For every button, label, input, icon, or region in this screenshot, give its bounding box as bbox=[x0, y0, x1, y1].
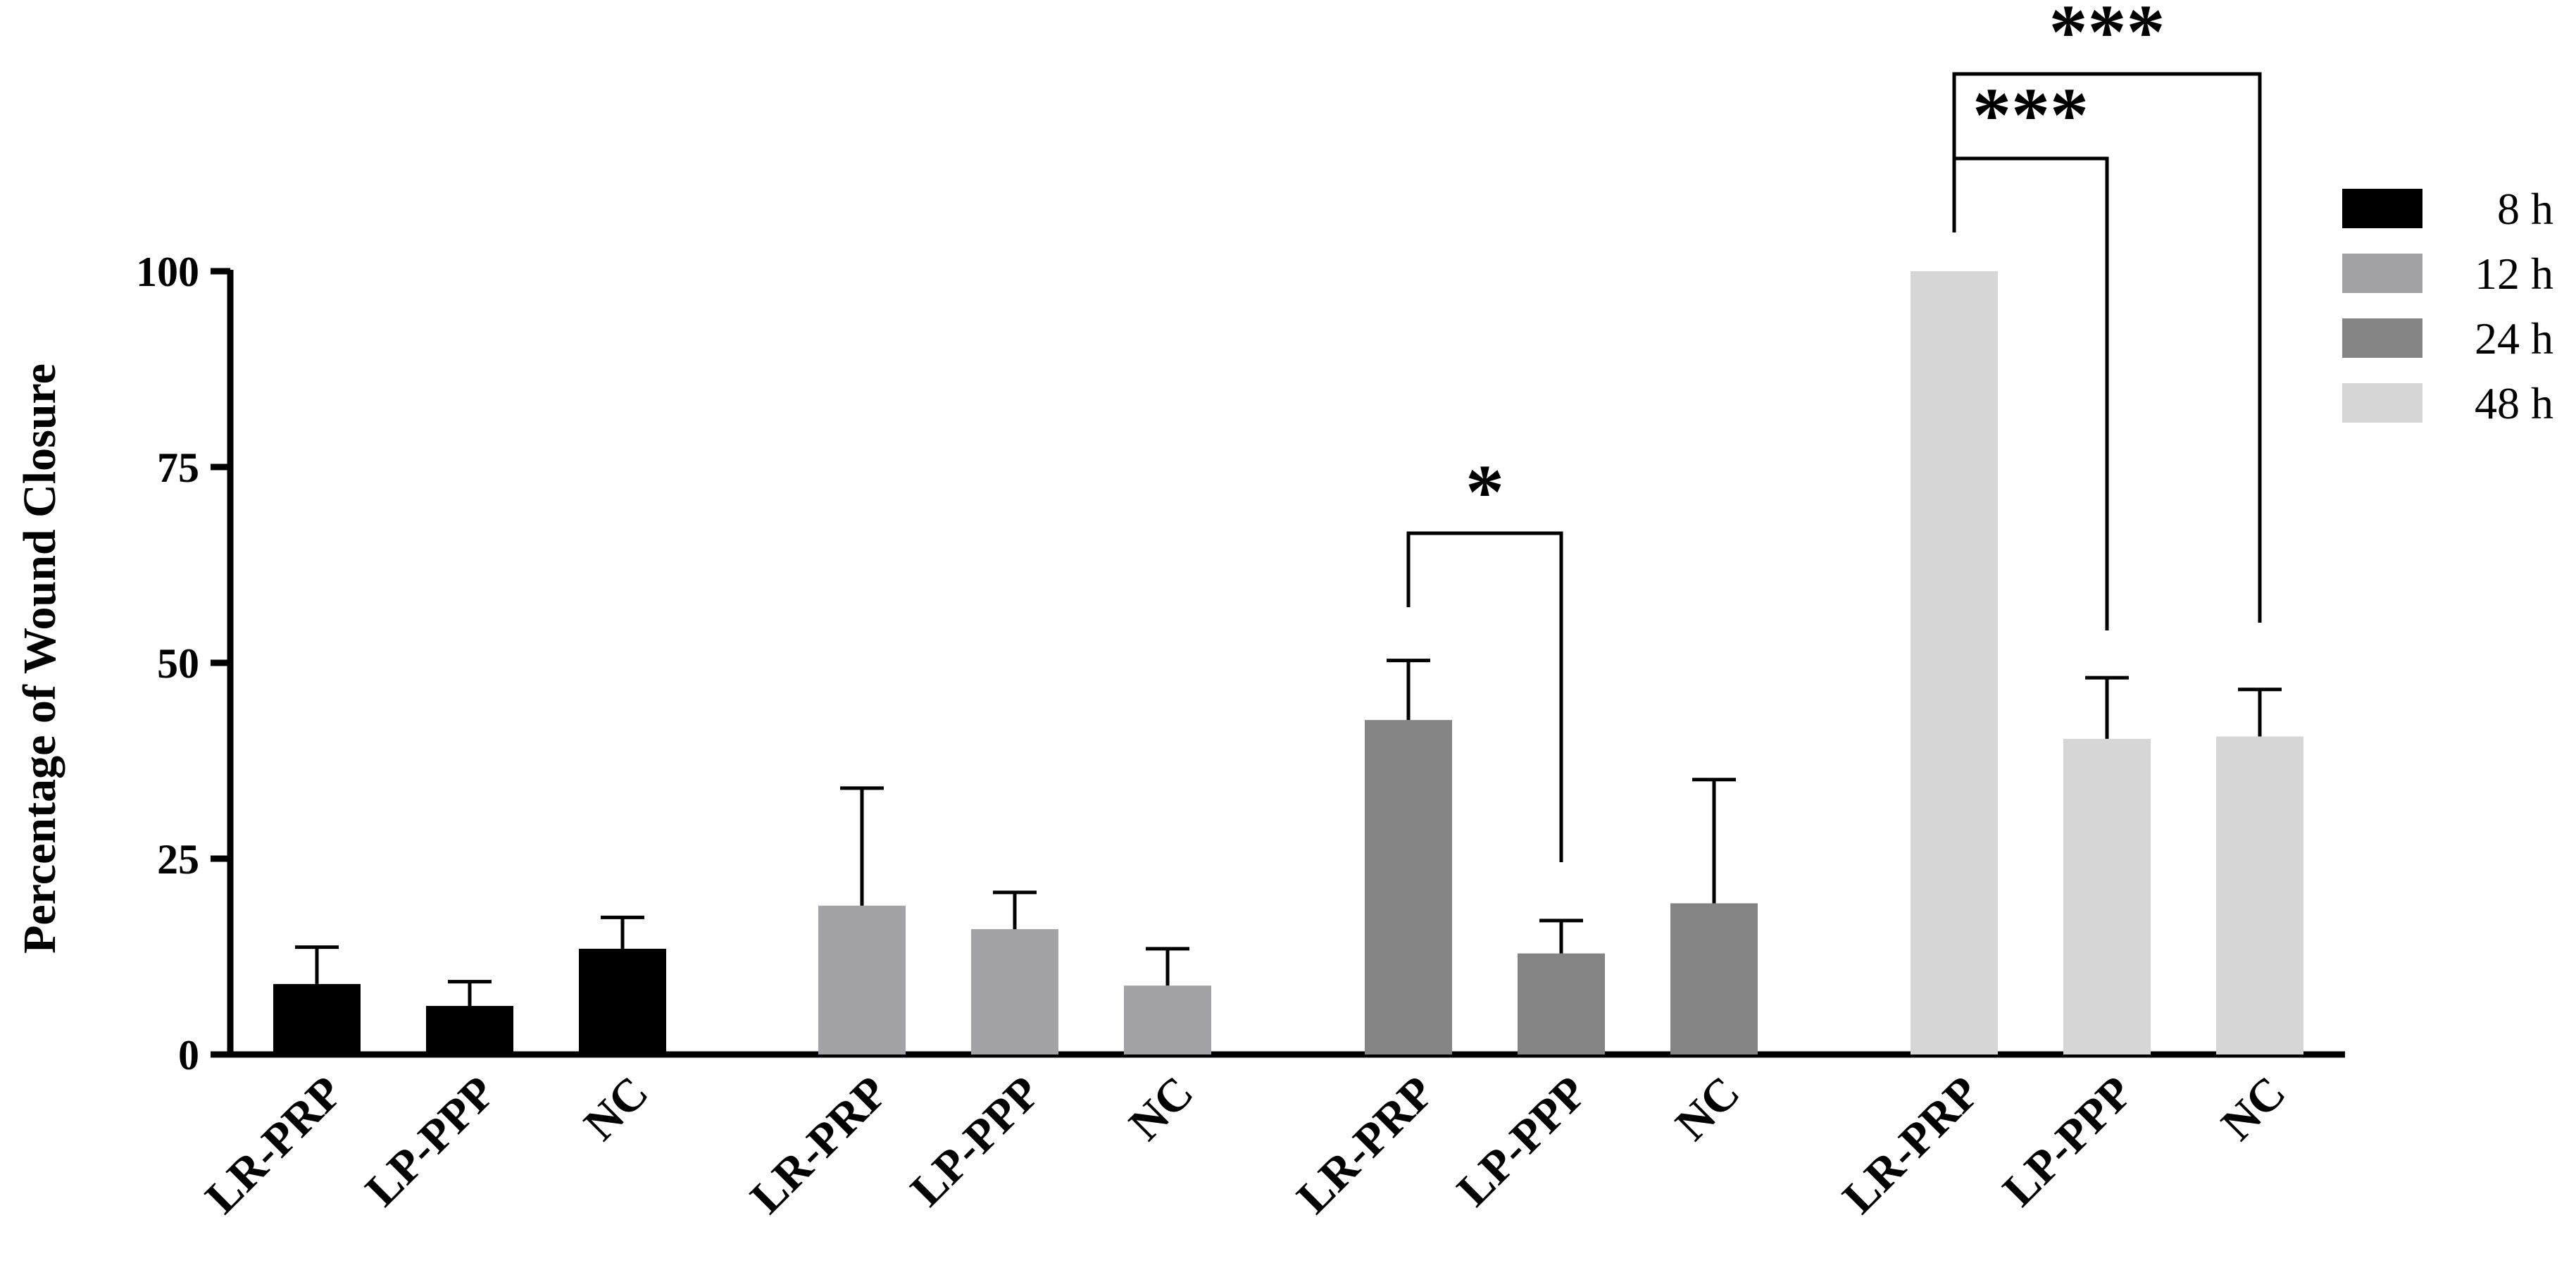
legend-label-12-h: 12 h bbox=[2475, 249, 2553, 299]
legend-swatch-8-h bbox=[2342, 189, 2422, 228]
bar-8-h-nc bbox=[579, 948, 666, 1054]
y-tick-label: 75 bbox=[157, 444, 199, 491]
y-axis-title: Percentage of Wound Closure bbox=[14, 363, 65, 954]
x-tick-label: LP-PPP bbox=[901, 1066, 1050, 1216]
legend-label-8-h: 8 h bbox=[2497, 184, 2553, 234]
bar-24-h-lp-ppp bbox=[1518, 953, 1605, 1054]
legend-swatch-12-h bbox=[2342, 254, 2422, 293]
legend-label-24-h: 24 h bbox=[2475, 313, 2553, 363]
x-tick-label: LP-PPP bbox=[1447, 1066, 1596, 1216]
significance-bracket bbox=[1952, 72, 2262, 623]
bar-8-h-lr-prp bbox=[273, 983, 361, 1054]
x-tick-label: NC bbox=[1666, 1066, 1750, 1150]
bar-24-h-lr-prp bbox=[1365, 720, 1452, 1054]
legend-swatch-48-h bbox=[2342, 383, 2422, 423]
bar-8-h-lp-ppp bbox=[426, 1006, 513, 1054]
x-tick-label: LR-PRP bbox=[1287, 1066, 1444, 1224]
y-tick-label: 0 bbox=[178, 1032, 199, 1078]
legend-swatch-24-h bbox=[2342, 318, 2422, 358]
axes: 0 25 50 75 100 bbox=[136, 249, 2345, 1078]
significance-label: * bbox=[1465, 449, 1504, 535]
bar-12-h-nc bbox=[1124, 985, 1211, 1054]
y-tick-label: 25 bbox=[157, 836, 199, 883]
significance-label: *** bbox=[1972, 72, 2089, 158]
significance-bracket bbox=[1406, 531, 1563, 862]
bar-24-h-nc bbox=[1670, 903, 1758, 1054]
y-tick-label: 50 bbox=[157, 640, 199, 687]
x-tick-label: NC bbox=[575, 1066, 658, 1150]
legend: 8 h 12 h 24 h 48 h bbox=[2342, 184, 2553, 428]
x-tick-label: NC bbox=[2212, 1066, 2296, 1150]
error-bars bbox=[295, 659, 2282, 1007]
y-tick-label: 100 bbox=[136, 249, 199, 295]
x-tick-label: NC bbox=[1120, 1066, 1203, 1150]
axis-labels: LR-PRP LP-PPP NC LR-PRP LP-PPP NC LR-PRP LP-PPP… bbox=[196, 1066, 2296, 1224]
x-tick-label: LP-PPP bbox=[1993, 1066, 2142, 1216]
x-tick-label: LR-PRP bbox=[1833, 1066, 1990, 1224]
x-tick-label: LP-PPP bbox=[356, 1066, 505, 1216]
bar-48-h-lp-ppp bbox=[2063, 738, 2151, 1054]
bar-48-h-lr-prp bbox=[1911, 271, 1998, 1054]
x-tick-label: LR-PRP bbox=[196, 1066, 353, 1224]
bar-12-h-lp-ppp bbox=[971, 929, 1058, 1054]
legend-label-48-h: 48 h bbox=[2475, 378, 2553, 428]
x-tick-label: LR-PRP bbox=[741, 1066, 898, 1224]
bars bbox=[273, 271, 2303, 1054]
bar-12-h-lr-prp bbox=[818, 905, 906, 1054]
significance-brackets: ******* bbox=[1406, 0, 2262, 862]
bar-48-h-nc bbox=[2216, 736, 2303, 1054]
significance-label: *** bbox=[2049, 0, 2165, 75]
